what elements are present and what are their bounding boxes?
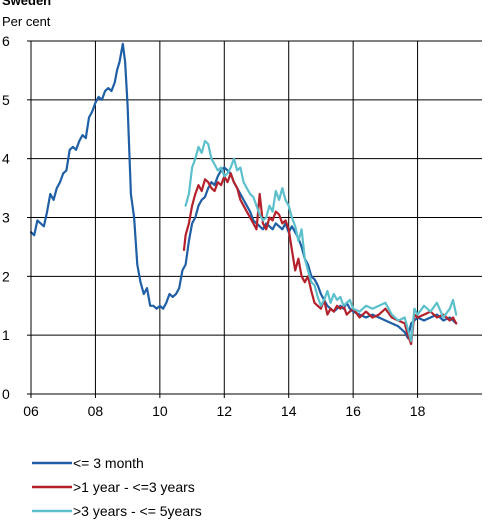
series-line-1 (29, 42, 458, 340)
gridlines (31, 40, 482, 394)
chart-title: Sweden (2, 0, 51, 8)
y-tick-label: 5 (2, 92, 10, 108)
legend-label-1: <= 3 month (73, 455, 144, 471)
x-tick-label: 08 (88, 403, 104, 419)
x-tick-label: 12 (216, 403, 232, 419)
y-tick-label: 0 (2, 386, 10, 402)
y-axis-label: Per cent (2, 14, 51, 29)
series-lines (29, 42, 458, 346)
y-tick-label: 2 (2, 268, 10, 284)
y-tick-label: 6 (2, 33, 10, 49)
x-tick-label: 16 (345, 403, 361, 419)
y-tick-label: 3 (2, 210, 10, 226)
series-line-3 (184, 139, 458, 343)
x-tick-label: 18 (410, 403, 426, 419)
x-tick-label: 10 (152, 403, 168, 419)
y-tick-label: 4 (2, 151, 10, 167)
x-tick-label: 14 (281, 403, 297, 419)
y-tick-label: 1 (2, 327, 10, 343)
x-tick-label: 06 (23, 403, 39, 419)
axes (27, 40, 482, 398)
legend-label-2: >1 year - <=3 years (73, 479, 195, 495)
legend: <= 3 month >1 year - <=3 years >3 years - … (32, 455, 202, 519)
legend-label-3: >3 years - <= 5years (73, 503, 202, 519)
